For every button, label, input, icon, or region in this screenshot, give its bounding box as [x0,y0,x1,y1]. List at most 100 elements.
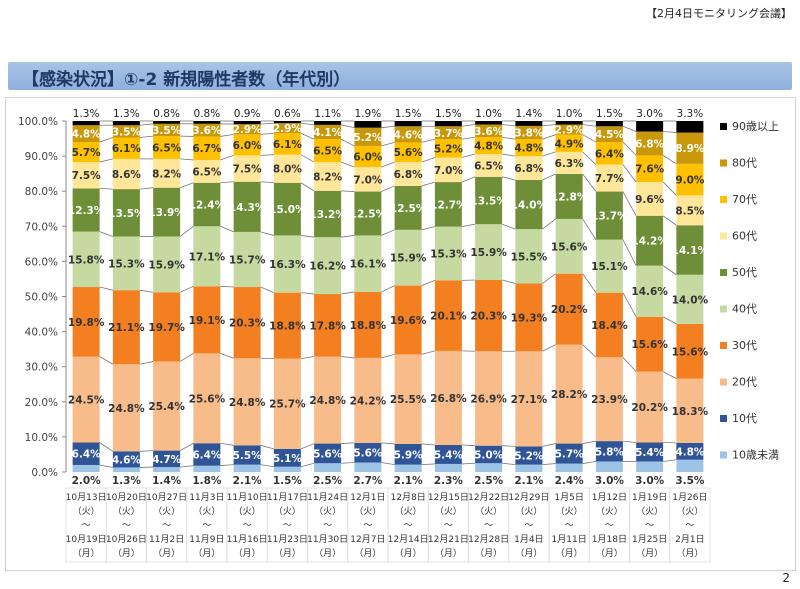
bar-segment-20代 [273,358,301,449]
data-label: 20.2% [631,402,668,414]
data-label: 1.0% [556,108,583,120]
series-connector-line [461,462,476,465]
series-connector-line [622,191,637,216]
category-label: ～ [243,521,252,531]
data-label: 5.8% [595,446,625,458]
series-connector-line [622,292,637,318]
series-connector-line [381,185,395,192]
data-label: 15.6% [551,241,588,253]
data-label: 24.5% [68,395,105,407]
data-label: 12.7% [430,199,467,211]
data-label: 4.6% [112,454,142,466]
bar-segment-10歳未満 [636,461,664,472]
category-label: （月） [314,548,341,559]
bar-segment-60代 [153,158,181,188]
data-label: 4.9% [555,138,585,150]
bar-segment-70代 [273,133,301,155]
series-connector-line [582,344,597,358]
data-label: 4.8% [514,143,544,155]
bar-segment-90歳以上 [72,121,100,126]
bar-segment-90歳以上 [112,121,140,126]
chart-frame [5,97,796,571]
bar-segment-30代 [555,273,583,345]
data-label: 2.1% [394,475,424,487]
series-connector-line [300,462,315,468]
data-label: 4.7% [152,454,182,466]
series-connector-line [139,187,154,190]
data-label: 5.0% [474,449,504,461]
series-connector-line [542,273,556,284]
series-connector-line [260,464,274,468]
data-label: 7.5% [233,164,263,176]
data-label: 3.5% [152,125,182,137]
series-connector-line [542,151,556,157]
data-label: 1.3% [113,108,140,120]
bar-segment-80代 [475,124,503,138]
series-connector-line [300,292,315,295]
bar-segment-10歳未満 [676,459,704,472]
bar-segment-50代 [354,191,382,236]
y-tick-label: 50.0% [25,292,58,304]
data-label: 15.3% [108,258,145,270]
data-label: 25.7% [269,399,306,411]
series-connector-line [381,462,395,466]
category-label: （火） [636,506,663,517]
data-label: 2.9% [233,124,263,136]
category-label: （火） [395,506,422,517]
series-connector-line [461,124,476,127]
data-label: 1.9% [355,108,382,120]
bar-segment-50代 [515,179,543,230]
bar-segment-80代 [394,126,422,143]
category-label: 11月10日 [227,492,268,503]
bar-segment-60代 [233,155,261,182]
data-label: 20.3% [470,311,507,323]
series-connector-line [179,225,194,237]
bar-segment-20代 [555,344,583,444]
category-label: （月） [395,548,422,559]
category-label: 12月15日 [428,492,469,503]
data-label: 5.6% [394,147,424,159]
series-connector-line [502,445,516,447]
category-label: ～ [685,521,694,531]
bar-segment-70代 [112,137,140,159]
series-connector-line [662,181,677,196]
bar-segment-60代 [354,166,382,192]
data-label: 14.3% [229,202,266,214]
data-label: 18.3% [672,406,709,418]
bar-segment-10代 [112,451,140,468]
bar-segment-70代 [636,155,664,183]
category-label: （火） [73,506,100,517]
series-connector-line [300,235,315,238]
y-tick-label: 80.0% [25,186,58,198]
bar-segment-70代 [434,139,462,158]
data-label: 1.5% [273,475,303,487]
data-label: 5.2% [514,451,544,463]
data-label: 1.5% [395,108,422,120]
data-label: 24.8% [229,397,266,409]
data-label: 25.6% [189,393,226,405]
category-label: （火） [596,506,623,517]
series-connector-line [341,442,355,444]
category-label: ～ [82,521,91,531]
bar-segment-30代 [515,283,543,352]
data-label: 18.8% [350,320,387,332]
bar-segment-70代 [153,136,181,159]
bar-segment-10代 [636,442,664,462]
series-connector-line [662,215,677,226]
bar-segment-40代 [434,226,462,281]
series-connector-line [421,181,435,187]
bar-segment-20代 [314,356,342,444]
data-label: 2.9% [555,125,585,137]
bar-segment-40代 [555,218,583,274]
bar-segment-90歳以上 [475,121,503,125]
bar-segment-60代 [676,195,704,226]
bar-segment-10代 [434,444,462,464]
bar-segment-30代 [475,280,503,352]
bar-segment-10歳未満 [434,463,462,472]
data-label: 6.7% [192,143,222,155]
category-label: 11月9日 [189,534,224,545]
bar-segment-10代 [555,443,583,464]
category-label: 12月21日 [428,534,469,545]
bar-segment-40代 [273,235,301,293]
